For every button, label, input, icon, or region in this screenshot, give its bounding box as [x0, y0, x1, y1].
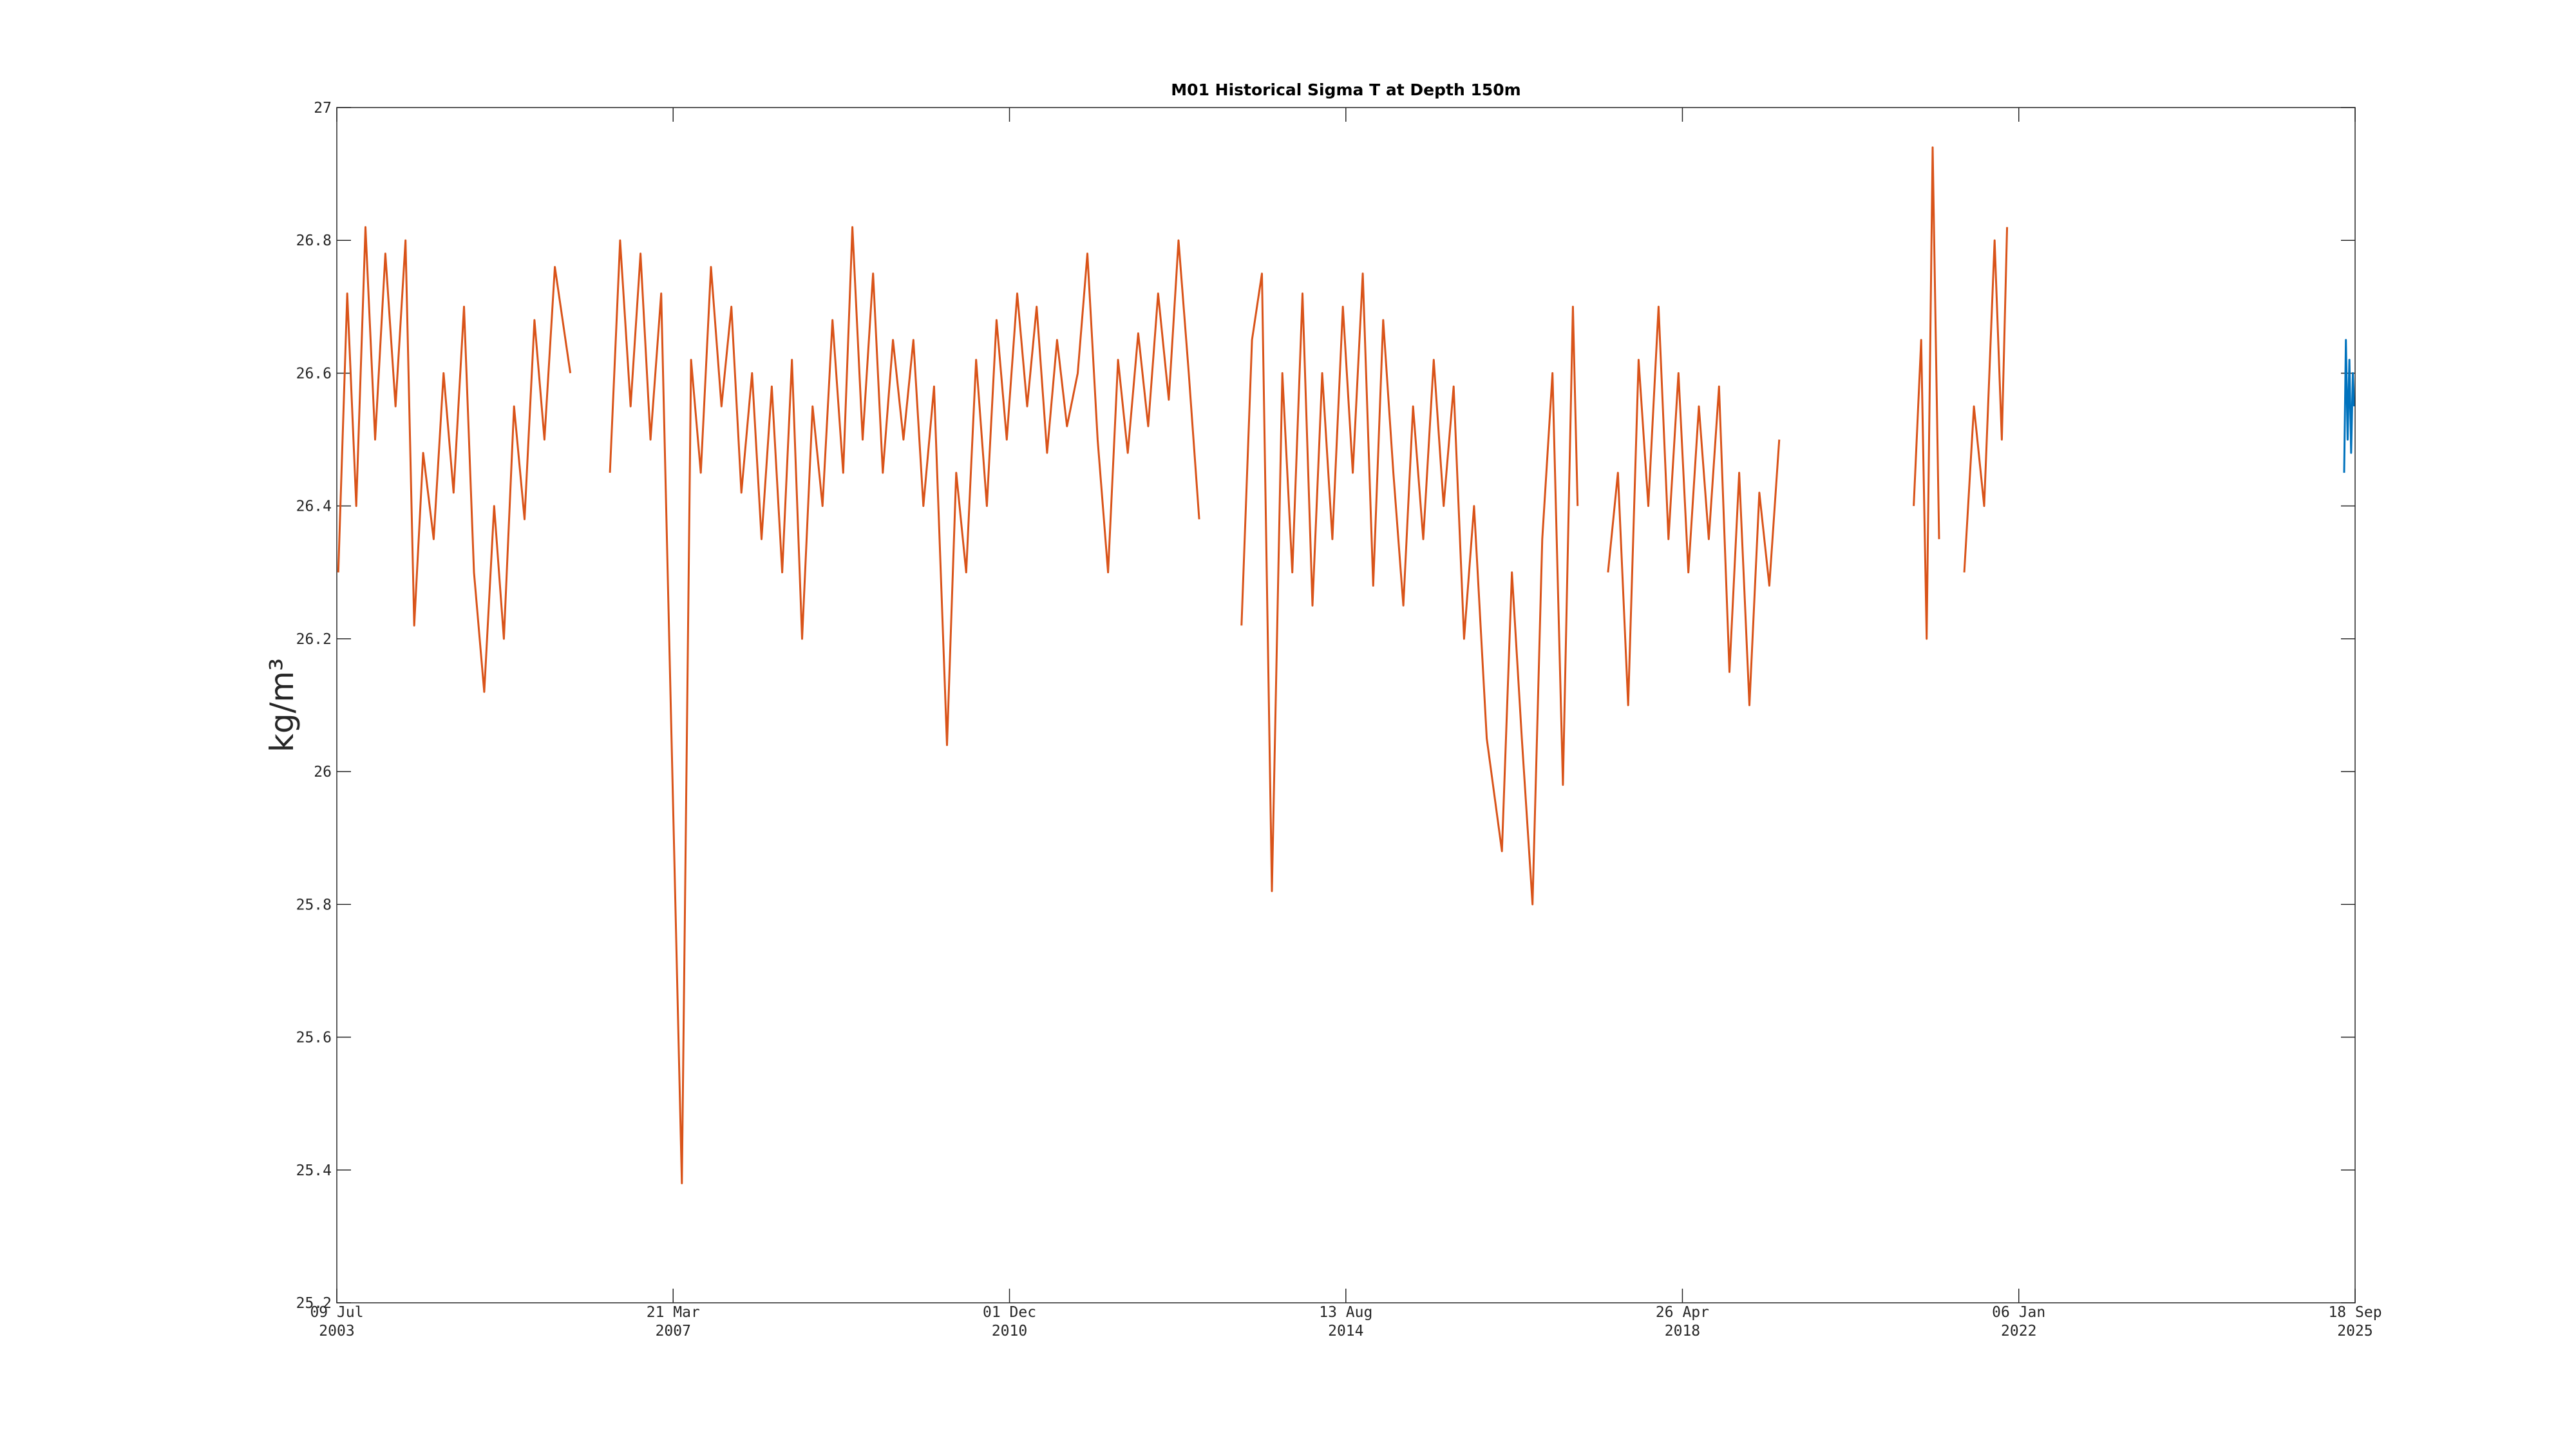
y-axis-label: kg/m³ — [263, 658, 301, 752]
x-tick-label: 13 Aug 2014 — [1319, 1304, 1372, 1340]
x-tick-label: 21 Mar 2007 — [647, 1304, 700, 1340]
y-tick-label: 26.4 — [296, 498, 332, 515]
y-tick-label: 25.2 — [296, 1295, 332, 1312]
x-tick-label: 01 Dec 2010 — [983, 1304, 1036, 1340]
chart-title: M01 Historical Sigma T at Depth 150m — [1171, 80, 1520, 99]
x-tick-label: 06 Jan 2022 — [1992, 1304, 2045, 1340]
data-line — [2343, 339, 2355, 473]
y-tick-label: 27 — [314, 100, 332, 117]
y-tick-label: 26.6 — [296, 365, 332, 382]
data-line — [337, 146, 2009, 1184]
y-tick-label: 26.8 — [296, 232, 332, 249]
y-tick-label: 25.4 — [296, 1162, 332, 1179]
y-tick-label: 26.2 — [296, 631, 332, 648]
y-tick-label: 25.6 — [296, 1030, 332, 1046]
x-tick-label: 18 Sep 2025 — [2328, 1304, 2382, 1340]
y-tick-label: 26 — [314, 764, 332, 781]
y-tick-label: 25.8 — [296, 896, 332, 913]
x-tick-label: 09 Jul 2003 — [310, 1304, 363, 1340]
x-tick-label: 26 Apr 2018 — [1656, 1304, 1709, 1340]
plot-frame — [336, 107, 2356, 1303]
